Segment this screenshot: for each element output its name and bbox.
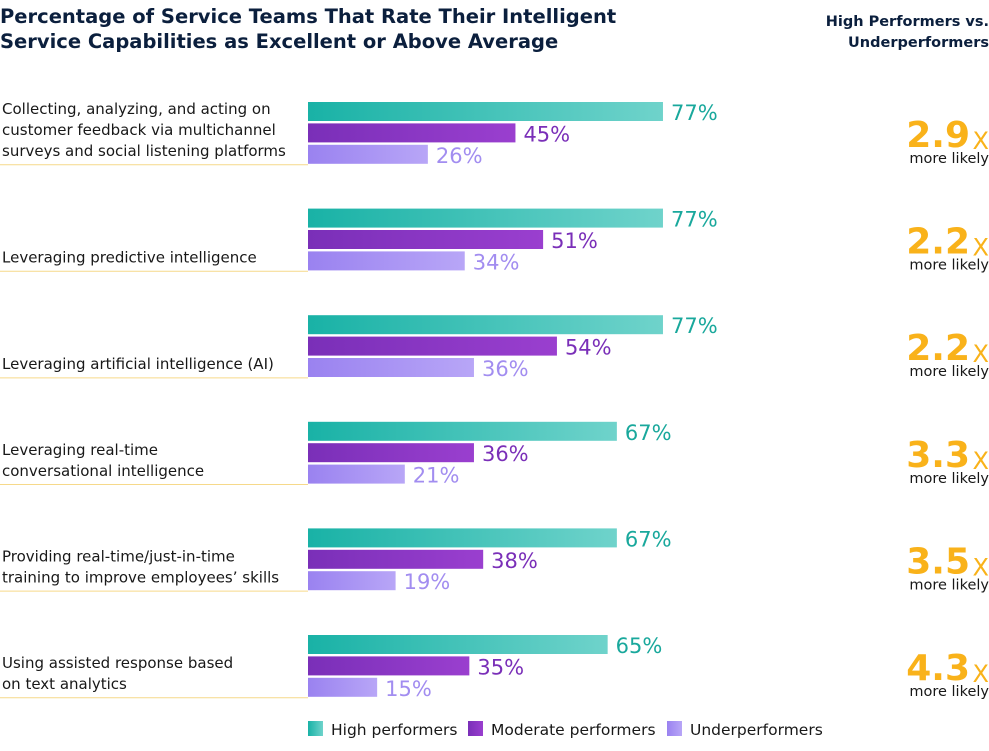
category-label: customer feedback via multichannel	[2, 121, 276, 139]
data-label: 35%	[477, 655, 524, 679]
data-label: 67%	[625, 421, 672, 445]
category-label: surveys and social listening platforms	[2, 142, 286, 160]
bar	[308, 528, 617, 548]
data-label: 51%	[551, 229, 598, 253]
category-label: on text analytics	[2, 675, 127, 693]
category-label: Using assisted response based	[2, 654, 233, 672]
ratio-unit: X	[973, 127, 989, 155]
bar	[308, 358, 474, 377]
data-label: 77%	[671, 208, 718, 232]
ratio-header: High Performers vs. Underperformers	[825, 14, 989, 51]
bar	[308, 144, 428, 164]
category-label: Leveraging predictive intelligence	[2, 249, 257, 267]
legend-swatch	[468, 721, 483, 736]
bar	[308, 549, 484, 569]
ratio-value: 2.2	[906, 222, 970, 263]
legend-swatch	[308, 721, 323, 736]
data-label: 21%	[413, 464, 460, 488]
data-label: 36%	[482, 357, 529, 381]
data-label: 67%	[625, 527, 672, 551]
bar	[308, 656, 470, 676]
data-label: 15%	[385, 677, 432, 701]
ratio-value: 2.9	[906, 115, 970, 156]
bar	[308, 336, 557, 356]
ratio-subtext: more likely	[909, 684, 989, 700]
data-label: 38%	[491, 549, 538, 573]
data-label: 19%	[404, 570, 451, 594]
data-label: 45%	[523, 122, 570, 146]
category-label: Leveraging artificial intelligence (AI)	[2, 355, 274, 373]
data-label: 77%	[671, 101, 718, 125]
data-label: 26%	[436, 144, 483, 168]
category-label: Collecting, analyzing, and acting on	[2, 100, 271, 118]
legend-label: Underperformers	[690, 721, 823, 739]
bar	[308, 464, 405, 484]
category-label: Leveraging real-time	[2, 441, 158, 459]
bar	[308, 208, 663, 228]
ratio-value: 3.5	[906, 541, 970, 582]
ratio-unit: X	[973, 553, 989, 581]
chart-title: Percentage of Service Teams That Rate Th…	[0, 5, 617, 53]
category-label: training to improve employees’ skills	[2, 568, 279, 586]
bar	[308, 635, 608, 654]
data-label: 65%	[616, 634, 663, 658]
data-label: 54%	[565, 336, 612, 360]
ratio-value: 2.2	[906, 328, 970, 369]
legend-label: High performers	[331, 721, 457, 739]
data-label: 34%	[473, 250, 520, 274]
bar	[308, 102, 663, 121]
ratio-subtext: more likely	[909, 364, 989, 380]
ratio-unit: X	[973, 660, 989, 688]
bar	[308, 571, 396, 591]
legend-label: Moderate performers	[491, 721, 656, 739]
bar	[308, 677, 378, 697]
bar	[308, 443, 474, 463]
ratio-subtext: more likely	[909, 471, 989, 487]
ratio-unit: X	[973, 447, 989, 475]
bar	[308, 230, 544, 249]
ratio-subtext: more likely	[909, 258, 989, 274]
legend-swatch	[667, 721, 682, 736]
ratio-unit: X	[973, 234, 989, 262]
ratio-subtext: more likely	[909, 577, 989, 593]
ratio-subtext: more likely	[909, 151, 989, 167]
bar	[308, 315, 663, 335]
bar	[308, 251, 465, 271]
category-label: conversational intelligence	[2, 462, 204, 480]
data-label: 36%	[482, 442, 529, 466]
bar	[308, 123, 516, 143]
ratio-value: 3.3	[906, 435, 970, 476]
ratio-value: 4.3	[906, 648, 970, 689]
ratio-unit: X	[973, 340, 989, 368]
data-label: 77%	[671, 314, 718, 338]
category-label: Providing real-time/just-in-time	[2, 547, 235, 565]
bar	[308, 421, 617, 441]
